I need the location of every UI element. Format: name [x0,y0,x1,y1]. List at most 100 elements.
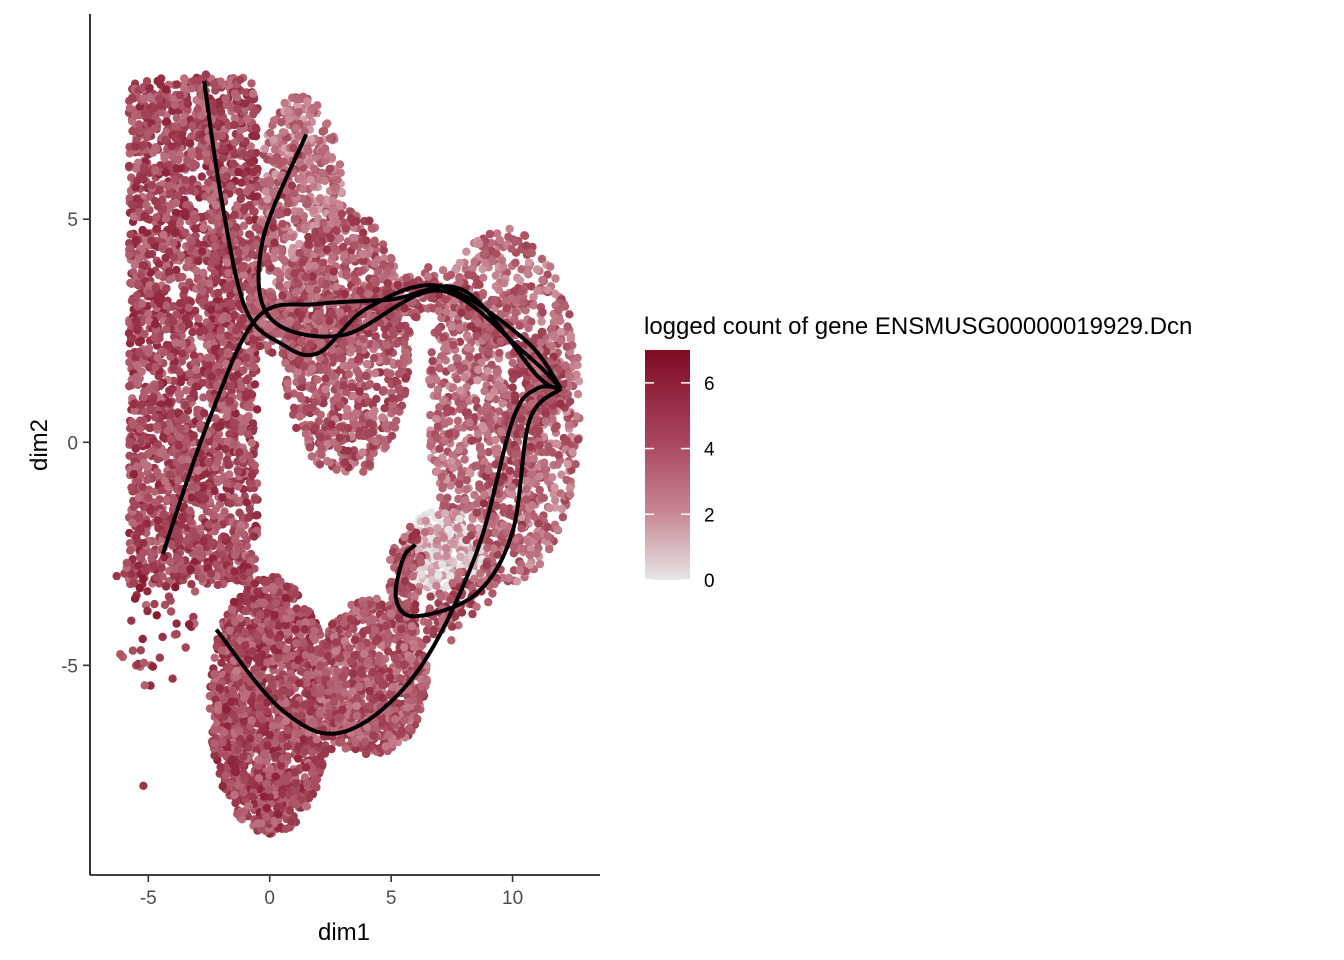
data-point [296,174,305,183]
data-point [239,366,248,375]
data-point [238,455,248,464]
data-point [390,423,400,432]
data-point [331,175,341,184]
data-point [151,362,160,372]
data-point [245,568,254,577]
data-point [445,417,454,426]
data-point [218,315,227,324]
data-point [211,257,220,266]
data-point [263,194,272,204]
data-point [135,424,145,434]
data-point [147,180,157,190]
data-point [187,580,196,589]
data-point [491,271,500,280]
data-point [229,440,238,449]
data-point [181,400,190,410]
data-point [162,117,171,126]
data-point [337,209,346,218]
data-point [131,235,141,244]
data-point [281,233,291,242]
data-point [332,226,341,236]
data-point [194,152,204,161]
data-point [161,168,171,177]
data-point [136,471,145,480]
data-point [142,77,152,86]
data-point [295,248,304,258]
data-point [233,104,242,114]
data-point [304,240,313,249]
data-point [462,475,471,485]
data-point [152,224,161,234]
data-point [495,235,505,245]
data-point [371,341,380,350]
data-point [186,139,195,148]
data-point [132,462,142,471]
data-point [248,89,258,98]
data-point [329,267,338,276]
data-point [176,251,185,260]
data-point [365,419,374,428]
data-point [292,94,301,104]
data-point [194,546,203,556]
data-point [184,256,193,266]
data-point [175,299,185,308]
data-point [368,224,377,233]
data-point [332,282,341,291]
data-point [374,266,383,275]
data-point [134,512,144,521]
data-point [434,325,443,334]
data-point [395,385,404,394]
data-point [250,495,259,504]
data-point [167,274,176,283]
data-point [175,90,185,100]
data-point [171,198,181,208]
data-point [309,205,318,215]
data-point [142,133,152,142]
data-point [209,234,219,243]
data-point [538,275,547,285]
data-point [433,422,442,431]
data-point [162,340,172,350]
data-point [228,373,238,382]
data-point [251,123,260,132]
data-point [128,518,137,527]
data-point [175,390,185,399]
data-point [316,194,325,203]
data-point [125,250,134,260]
data-point [156,448,165,458]
data-point [205,279,214,288]
data-point [207,539,216,548]
data-point [178,272,187,282]
data-point [128,94,137,103]
data-point [128,126,137,136]
data-point [386,369,395,378]
data-point [303,199,312,209]
data-point [235,496,244,506]
data-point [177,130,186,140]
data-point [167,142,176,151]
data-point [399,338,409,348]
data-point [216,422,225,431]
data-point [189,389,198,398]
data-point [138,299,147,308]
data-point [196,491,206,500]
data-point [525,560,534,569]
data-point [181,228,190,237]
data-point [169,238,178,248]
data-point [131,316,141,325]
data-point [573,390,583,399]
data-point [229,159,238,168]
data-point [325,458,334,467]
data-point [235,448,244,457]
data-point [364,459,373,469]
data-point [528,501,537,510]
data-point [130,111,139,121]
data-point [155,185,164,194]
data-point [370,259,379,268]
data-point [150,487,159,496]
data-point [564,421,574,430]
data-point [167,434,176,444]
data-point [159,433,168,442]
data-point [212,522,222,531]
